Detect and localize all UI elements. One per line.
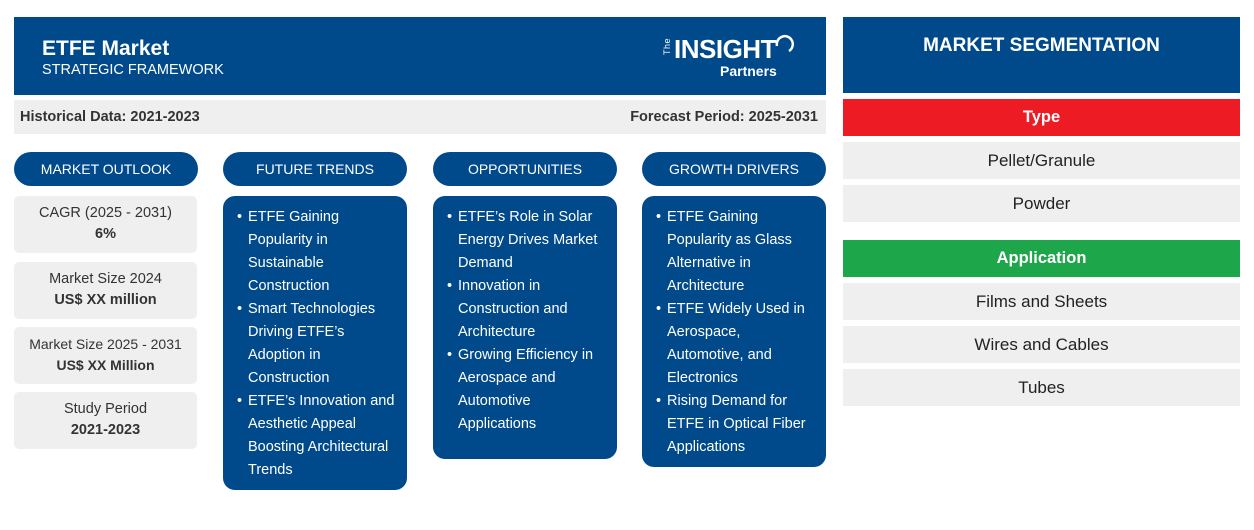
list-item: ETFE’s Role in Solar Energy Drives Marke… (447, 206, 611, 275)
historical-period: Historical Data: 2021-2023 (20, 109, 200, 125)
page-subtitle: STRATEGIC FRAMEWORK (42, 62, 224, 78)
period-bar: Historical Data: 2021-2023 Forecast Peri… (14, 100, 826, 134)
list-item: Innovation in Construction and Architect… (447, 275, 611, 344)
outlook-stat-study-period: Study Period 2021-2023 (14, 392, 197, 449)
stat-label: Market Size 2025 - 2031 (29, 336, 182, 352)
opportunities-card: ETFE’s Role in Solar Energy Drives Marke… (433, 196, 617, 459)
stat-value: US$ XX Million (56, 357, 155, 373)
stat-label: CAGR (2025 - 2031) (39, 205, 172, 221)
outlook-stat-cagr: CAGR (2025 - 2031) 6% (14, 196, 197, 253)
growth-drivers-heading: GROWTH DRIVERS (642, 152, 826, 186)
list-item: Growing Efficiency in Aerospace and Auto… (447, 344, 611, 436)
list-item: ETFE Widely Used in Aerospace, Automotiv… (656, 298, 820, 390)
list-item: ETFE Gaining Popularity in Sustainable C… (237, 206, 401, 298)
future-trends-card: ETFE Gaining Popularity in Sustainable C… (223, 196, 407, 490)
list-item: ETFE Gaining Popularity as Glass Alterna… (656, 206, 820, 298)
growth-drivers-card: ETFE Gaining Popularity as Glass Alterna… (642, 196, 826, 467)
stat-value: 2021-2023 (70, 422, 141, 438)
segment-category-application: Application (843, 240, 1240, 277)
segment-item: Powder (843, 185, 1240, 222)
list-item: ETFE’s Innovation and Aesthetic Appeal B… (237, 390, 401, 482)
forecast-period: Forecast Period: 2025-2031 (630, 109, 818, 125)
opportunities-heading: OPPORTUNITIES (433, 152, 617, 186)
outlook-stat-size-forecast: Market Size 2025 - 2031 US$ XX Million (14, 327, 197, 384)
logo-prefix: The (662, 38, 672, 56)
list-item: Rising Demand for ETFE in Optical Fiber … (656, 390, 820, 459)
header-banner: ETFE Market STRATEGIC FRAMEWORK The INSI… (14, 17, 826, 95)
logo-suffix: Partners (720, 63, 777, 79)
insight-partners-logo: The INSIGHT Partners (662, 32, 802, 84)
page-title: ETFE Market (42, 37, 170, 60)
logo-word: INSIGHT (674, 34, 776, 64)
stat-value: US$ XX million (54, 292, 157, 308)
stat-value: 6% (95, 226, 116, 242)
segment-item: Tubes (843, 369, 1240, 406)
outlook-stat-size-2024: Market Size 2024 US$ XX million (14, 262, 197, 319)
stat-label: Market Size 2024 (49, 271, 162, 287)
logo-arc-icon (775, 34, 794, 53)
segment-item: Films and Sheets (843, 283, 1240, 320)
market-outlook-heading: MARKET OUTLOOK (14, 152, 198, 186)
segment-item: Wires and Cables (843, 326, 1240, 363)
segmentation-title: MARKET SEGMENTATION (843, 17, 1240, 93)
list-item: Smart Technologies Driving ETFE’s Adopti… (237, 298, 401, 390)
future-trends-heading: FUTURE TRENDS (223, 152, 407, 186)
segment-category-type: Type (843, 99, 1240, 136)
segment-item: Pellet/Granule (843, 142, 1240, 179)
stat-label: Study Period (63, 401, 148, 417)
